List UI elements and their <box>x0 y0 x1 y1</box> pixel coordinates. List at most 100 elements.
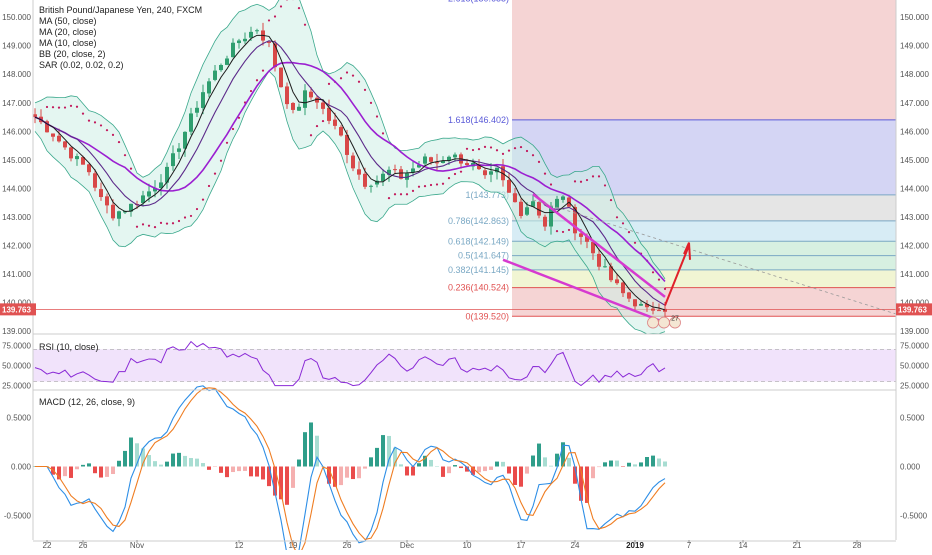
price-tag-label: 139.763 <box>898 305 927 314</box>
sar-dot <box>484 146 486 148</box>
sar-dot <box>508 150 510 152</box>
macd-histogram-bar <box>189 458 193 466</box>
macd-histogram-bar <box>249 467 253 477</box>
candle-body <box>489 171 493 174</box>
macd-histogram-bar <box>453 465 457 466</box>
macd-histogram-bar <box>111 467 115 475</box>
sar-dot <box>184 216 186 218</box>
sar-dot <box>76 106 78 108</box>
candle-body <box>633 299 637 306</box>
candle-body <box>525 207 529 214</box>
sar-dot <box>376 115 378 117</box>
macd-histogram-bar <box>309 422 313 466</box>
x-tick-label: Dec <box>400 541 414 550</box>
y-tick-label: 141.000 <box>2 270 31 279</box>
sar-dot <box>460 171 462 173</box>
sar-dot <box>412 190 414 192</box>
macd-histogram-bar <box>369 457 373 466</box>
sar-dot <box>634 242 636 244</box>
sar-dot <box>106 129 108 131</box>
candle-body <box>321 103 325 109</box>
candle-body <box>93 173 97 187</box>
macd-histogram-bar <box>351 467 355 480</box>
y-tick-label: 146.000 <box>2 127 31 136</box>
fib-level-label: 2.618(150.655) <box>448 0 509 3</box>
sar-dot <box>100 124 102 126</box>
candle-body <box>51 133 55 136</box>
candle-body <box>255 30 259 31</box>
sar-dot <box>196 208 198 210</box>
event-badge-label: 27 <box>671 316 679 323</box>
sar-dot <box>616 216 618 218</box>
sar-dot <box>46 106 48 108</box>
macd-histogram-bar <box>555 454 559 467</box>
sar-dot <box>526 150 528 152</box>
sar-dot <box>400 193 402 195</box>
sar-dot <box>148 225 150 227</box>
sar-dot <box>628 231 630 233</box>
event-badge <box>659 317 670 328</box>
candle-body <box>309 92 313 98</box>
macd-histogram-bar <box>597 467 601 468</box>
macd-histogram-bar <box>363 467 367 469</box>
sar-dot <box>340 77 342 79</box>
sar-dot <box>220 160 222 162</box>
sar-dot <box>550 183 552 185</box>
macd-histogram-bar <box>399 464 403 466</box>
candle-body <box>291 103 295 110</box>
sar-dot <box>166 222 168 224</box>
candle-body <box>279 68 283 88</box>
sar-dot <box>364 89 366 91</box>
candle-body <box>243 39 247 41</box>
rsi-band-fill <box>33 349 896 381</box>
y-tick-label: 145.000 <box>900 156 929 165</box>
candle-body <box>519 202 523 216</box>
y-tick-label: 25.0000 <box>2 382 31 391</box>
sar-dot <box>454 173 456 175</box>
macd-histogram-bar <box>183 456 187 467</box>
y-tick-label: 25.0000 <box>900 382 929 391</box>
fib-zone <box>512 241 896 255</box>
sar-dot <box>298 7 300 9</box>
candle-body <box>393 169 397 170</box>
candle-body <box>627 292 631 298</box>
fib-level-label: 0.236(140.524) <box>448 283 509 293</box>
macd-histogram-bar <box>261 467 265 480</box>
sar-dot <box>622 222 624 224</box>
macd-histogram-bar <box>501 462 505 467</box>
macd-histogram-bar <box>627 463 631 467</box>
y-tick-label: 148.000 <box>2 70 31 79</box>
sar-dot <box>70 105 72 107</box>
macd-histogram-bar <box>657 459 661 467</box>
y-tick-label: 145.000 <box>2 156 31 165</box>
sar-dot <box>130 168 132 170</box>
macd-histogram-bar <box>567 458 571 467</box>
sar-dot <box>124 154 126 156</box>
y-tick-label: 149.000 <box>2 42 31 51</box>
rsi-legend: RSI (10, close) <box>39 342 99 352</box>
macd-histogram-bar <box>165 462 169 467</box>
candle-body <box>219 65 223 70</box>
sar-dot <box>226 142 228 144</box>
candle-body <box>351 156 355 169</box>
y-tick-label: 146.000 <box>900 127 929 136</box>
macd-histogram-bar <box>345 467 349 478</box>
macd-histogram-bar <box>417 463 421 466</box>
candle-body <box>213 71 217 80</box>
y-tick-label: 143.000 <box>2 213 31 222</box>
candle-body <box>231 43 235 57</box>
sar-dot <box>436 183 438 185</box>
candle-body <box>75 156 79 159</box>
fib-level-label: 0.382(141.145) <box>448 265 509 275</box>
x-tick-label: 12 <box>235 541 244 550</box>
macd-histogram-bar <box>603 462 607 466</box>
candle-body <box>363 174 367 187</box>
candle-body <box>603 266 607 267</box>
macd-histogram-bar <box>129 438 133 467</box>
sar-dot <box>280 5 282 7</box>
x-tick-label: 17 <box>517 541 526 550</box>
sar-dot <box>598 175 600 177</box>
candle-body <box>57 136 61 142</box>
